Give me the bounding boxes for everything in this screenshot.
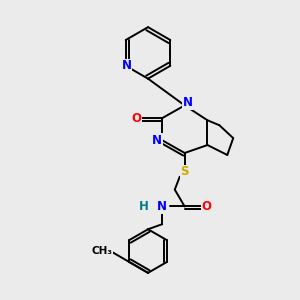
Text: N: N xyxy=(152,134,162,147)
Text: S: S xyxy=(180,165,189,178)
Text: CH₃: CH₃ xyxy=(92,246,113,256)
Text: H: H xyxy=(139,200,149,213)
Text: O: O xyxy=(202,200,212,213)
Text: N: N xyxy=(122,59,132,72)
Text: N: N xyxy=(157,200,167,213)
Text: O: O xyxy=(131,112,141,125)
Text: N: N xyxy=(183,96,193,109)
